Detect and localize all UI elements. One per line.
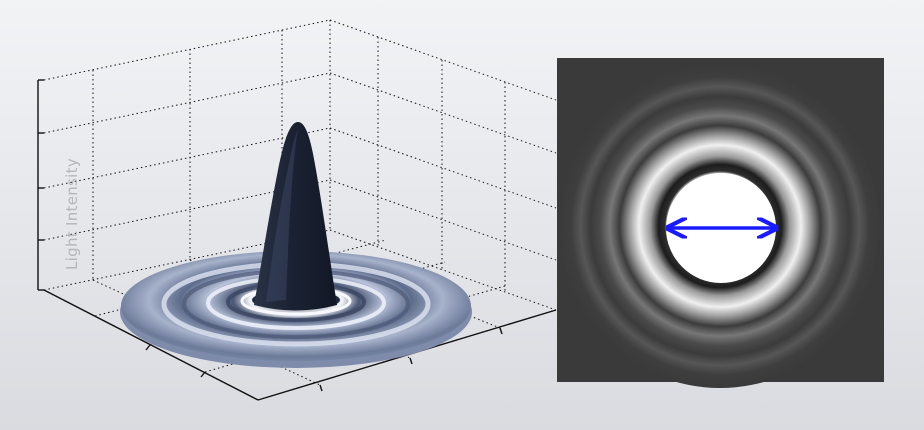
intensity-surface (120, 122, 472, 368)
central-peak (254, 122, 337, 311)
plot-3d: Light Intensity (37, 19, 557, 401)
z-axis-label: Light Intensity (63, 158, 81, 270)
diffraction-pattern (557, 58, 884, 388)
